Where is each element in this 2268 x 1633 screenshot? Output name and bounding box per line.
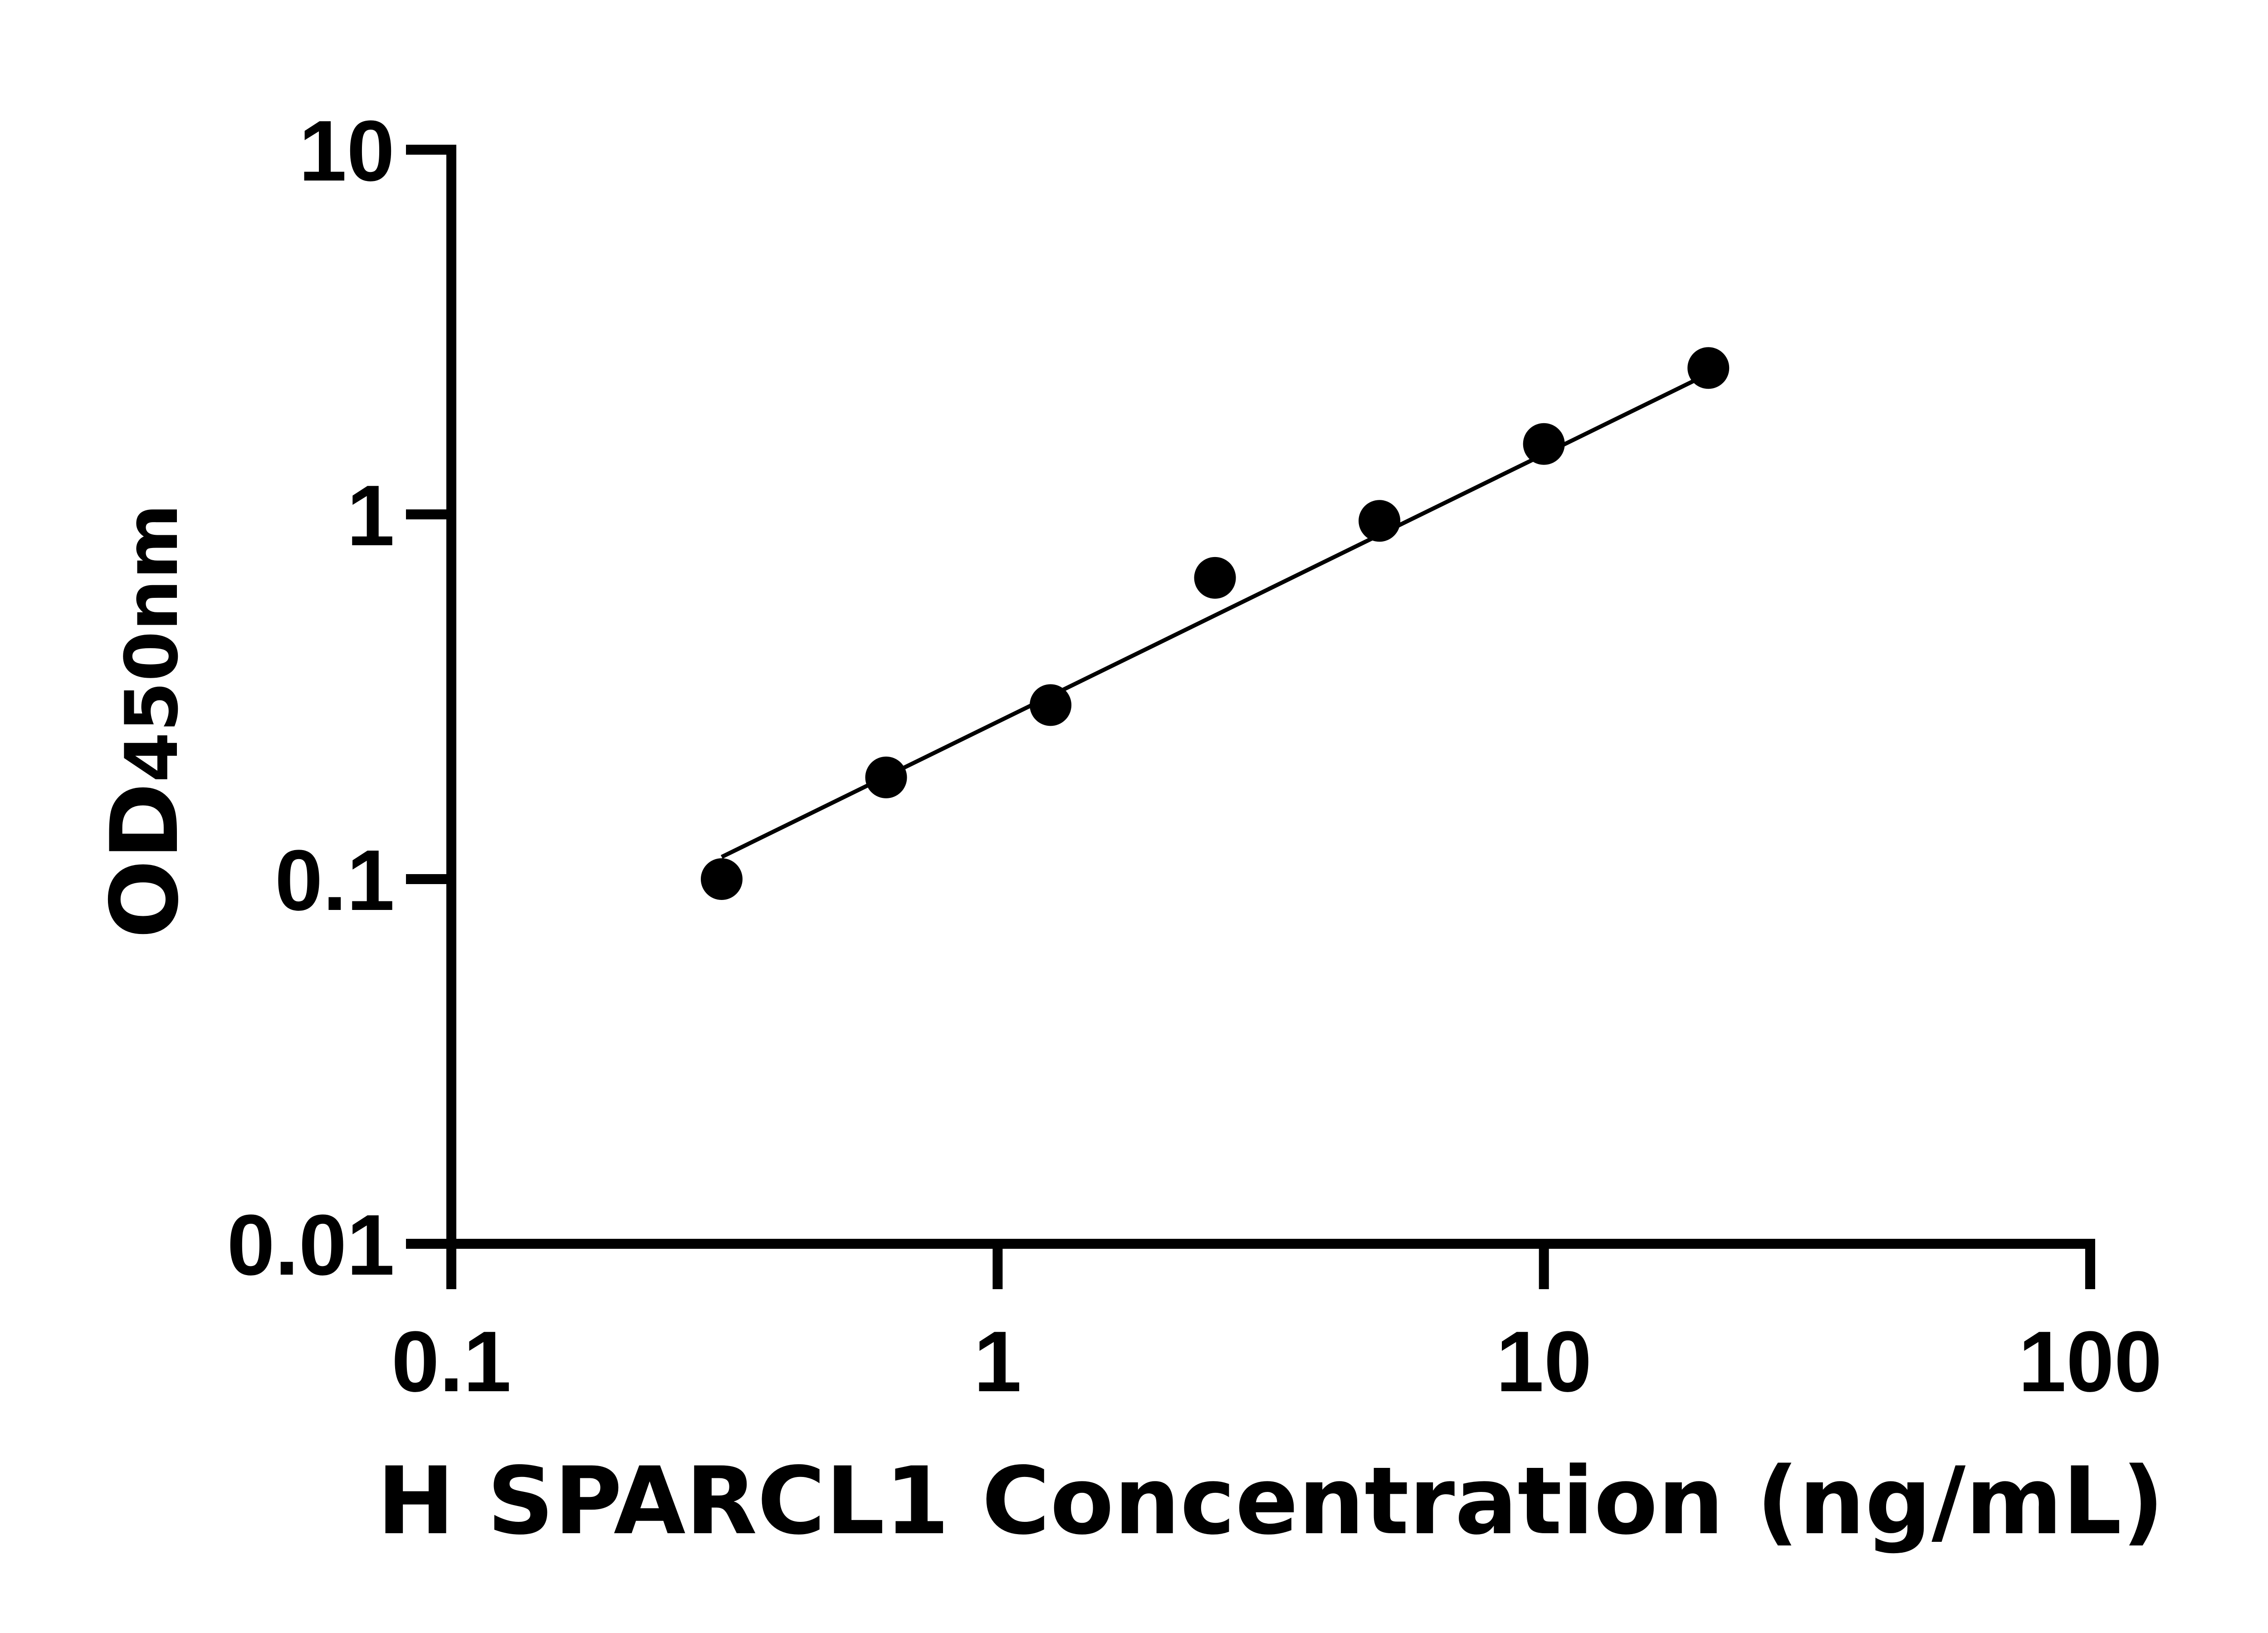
y-tick-label: 10: [299, 103, 395, 199]
data-point: [1359, 500, 1401, 542]
data-points: [700, 347, 1730, 900]
y-tick-label: 1: [347, 468, 395, 564]
y-axis-label: OD450nm: [91, 504, 199, 939]
x-tick-label: 0.1: [391, 1314, 511, 1410]
x-tick-label: 10: [1496, 1314, 1592, 1410]
data-point: [1523, 423, 1565, 465]
axes: [446, 145, 2095, 1249]
y-tick-label: 0.1: [275, 832, 395, 929]
y-axis-label-main: OD: [91, 782, 199, 939]
x-tick-label: 1: [973, 1314, 1022, 1410]
y-tick-label: 0.01: [227, 1197, 395, 1293]
x-axis-label: H SPARCL1 Concentration (ng/mL): [377, 1447, 2164, 1555]
svg-text:OD450nm: OD450nm: [91, 504, 199, 939]
data-point: [1687, 347, 1730, 389]
data-point: [1194, 557, 1236, 599]
ticks: 0.01 0.1 1 10 0.1 1 10 100: [227, 103, 2162, 1410]
data-point: [865, 756, 907, 798]
data-point: [1030, 684, 1072, 726]
data-point: [700, 858, 743, 900]
x-tick-label: 100: [2018, 1314, 2162, 1410]
y-axis-label-sub: 450nm: [109, 504, 194, 782]
